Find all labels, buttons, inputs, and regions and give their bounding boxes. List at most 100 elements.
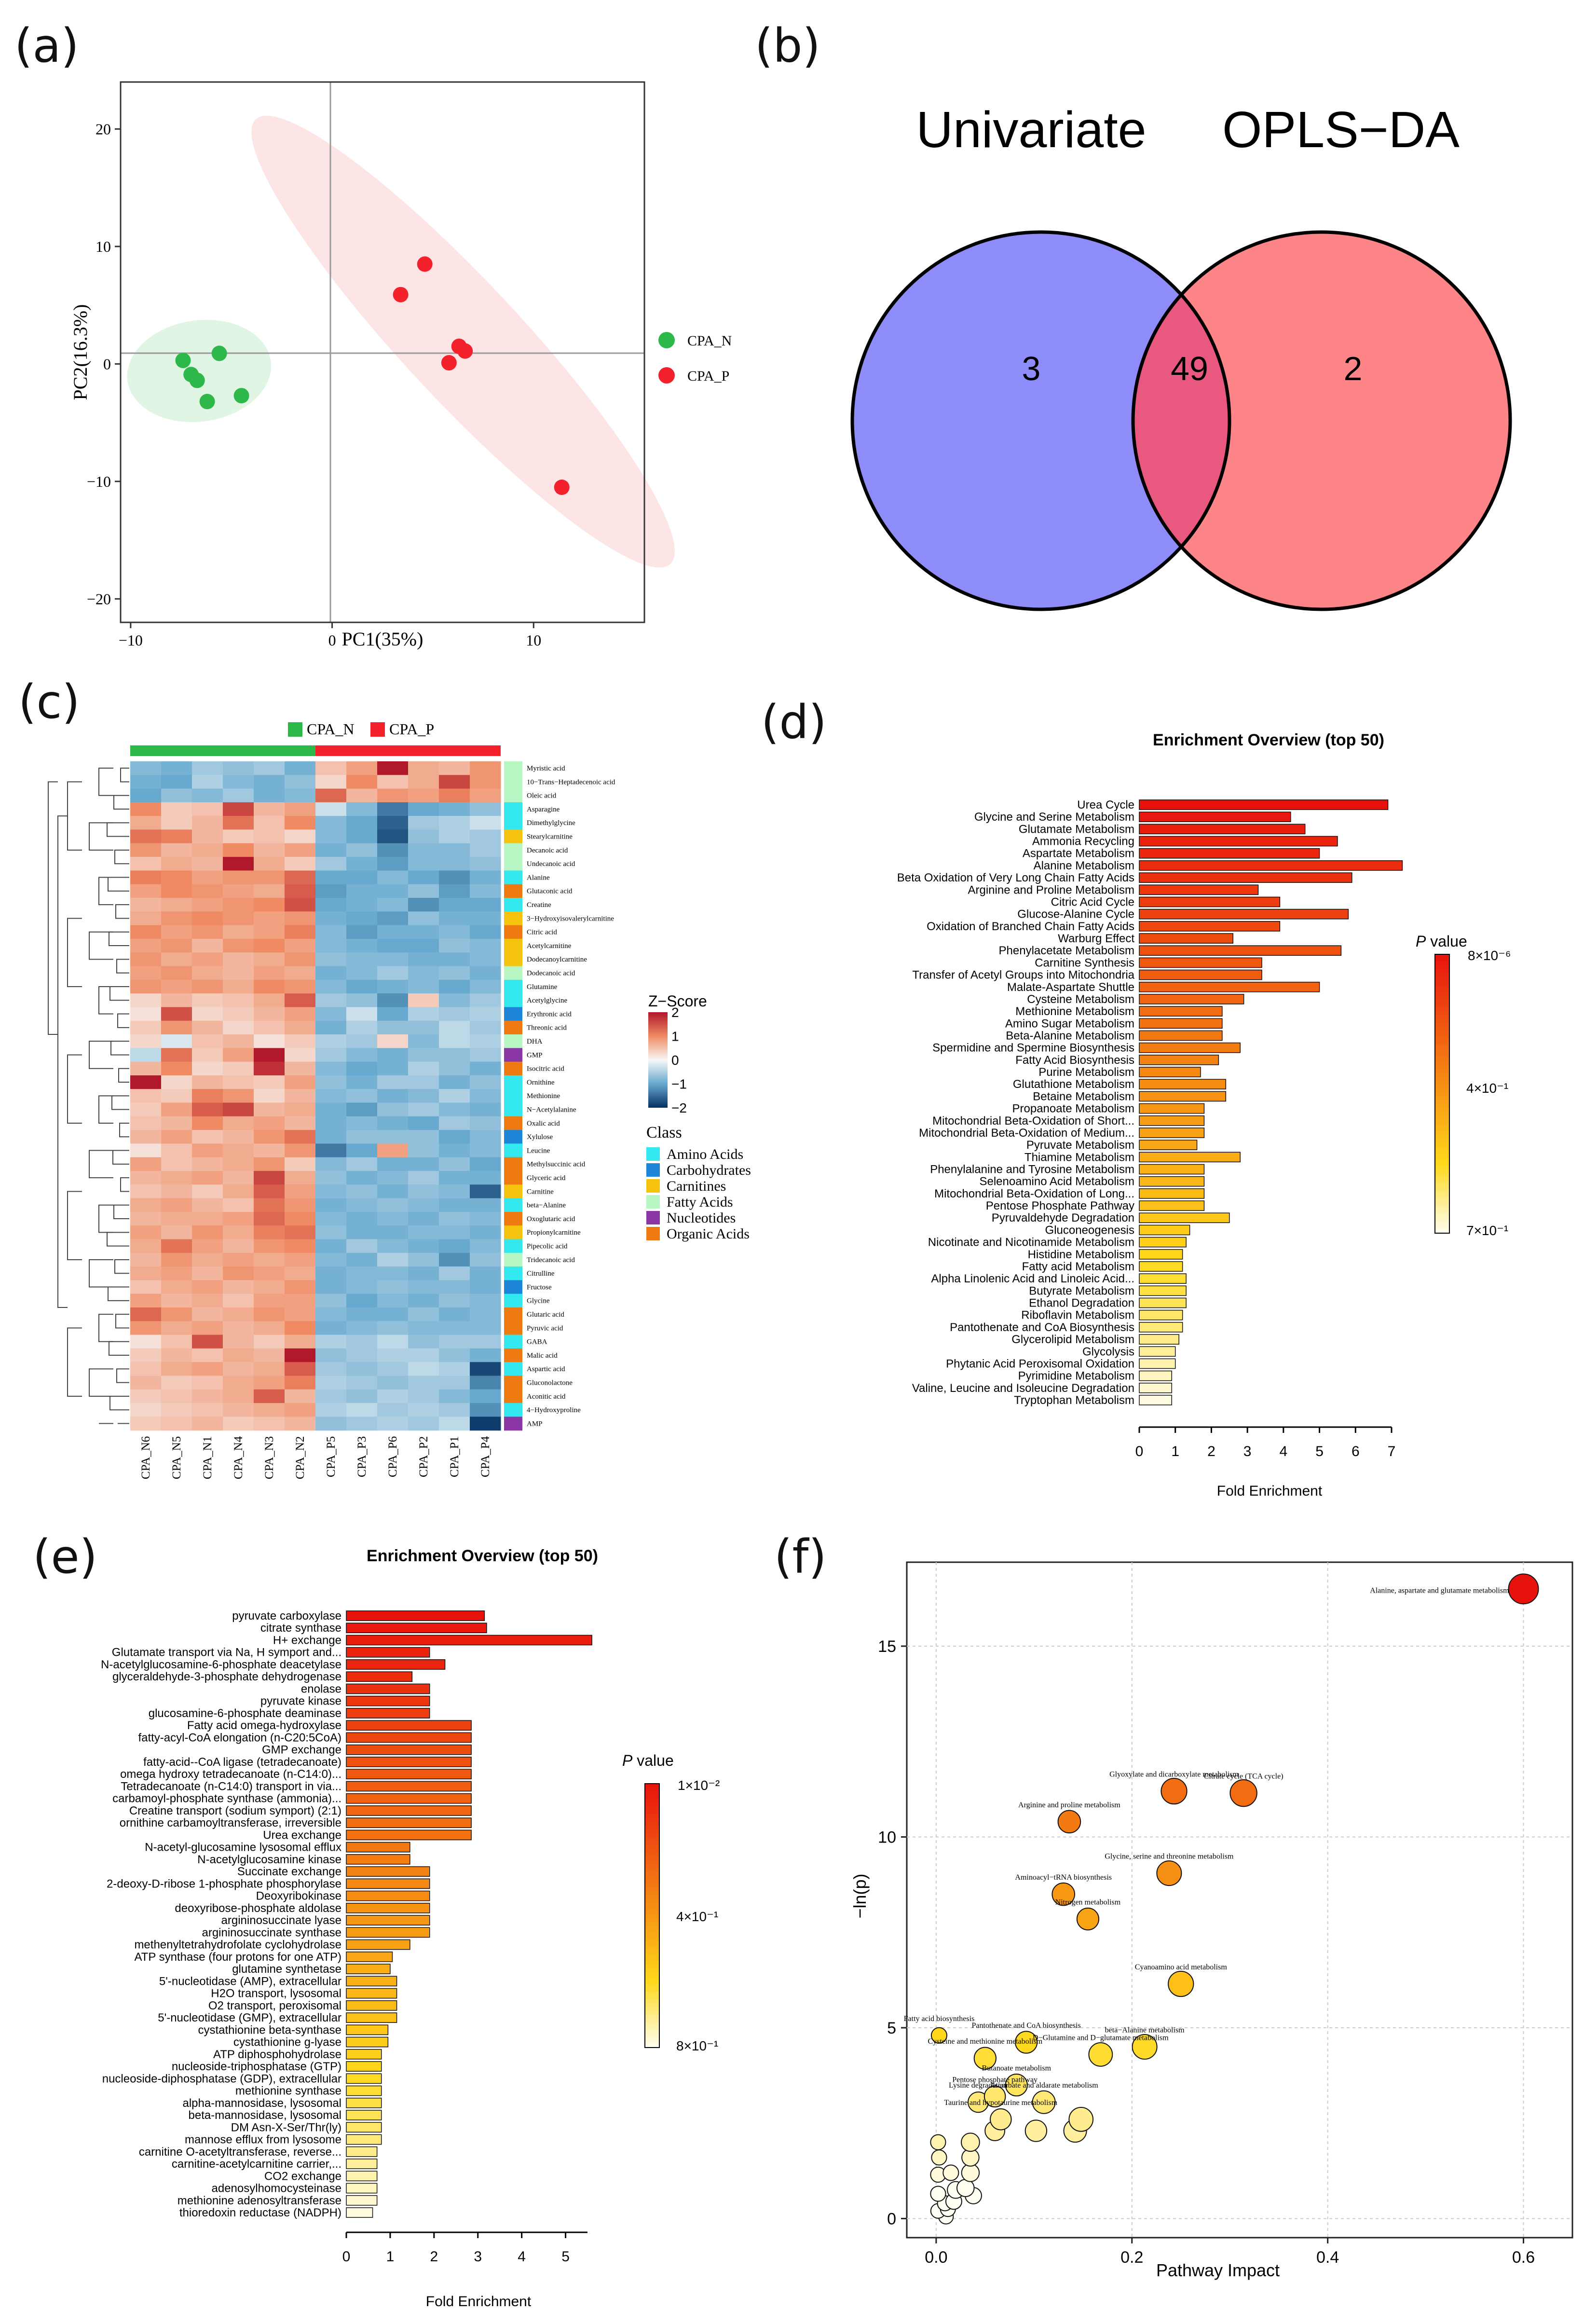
dendrogram-branch xyxy=(67,1327,82,1397)
heatmap-cell xyxy=(254,1198,285,1212)
heatmap-cell xyxy=(223,1403,254,1417)
heatmap-cell xyxy=(285,966,316,980)
pathway-point xyxy=(930,2134,946,2150)
heatmap-cell xyxy=(377,952,409,966)
enrichment-category-label: Transfer of Acetyl Groups into Mitochond… xyxy=(912,969,1134,982)
heatmap-cell xyxy=(285,898,316,912)
heatmap-cell xyxy=(285,1034,316,1048)
enrichment-category-label: Methionine Metabolism xyxy=(1015,1005,1134,1018)
heatmap-cell xyxy=(223,1211,254,1226)
pathway-label: beta−Alanine metabolism xyxy=(1105,2026,1185,2035)
heatmap-row-label: Methionine xyxy=(527,1092,560,1100)
heatmap-cell xyxy=(377,1048,409,1062)
dendrogram-branch xyxy=(67,918,82,987)
heatmap-row-label: Isocitric acid xyxy=(527,1065,564,1073)
class-bar-cell xyxy=(504,1034,522,1048)
heatmap-cell xyxy=(315,816,347,830)
point-cpa-n xyxy=(233,388,249,404)
heatmap-cell xyxy=(377,775,409,789)
class-bar-cell xyxy=(504,1239,522,1253)
dendrogram-branch xyxy=(89,822,113,851)
heatmap-cell xyxy=(408,952,439,966)
enrichment-bar xyxy=(1139,1200,1205,1211)
heatmap-cell xyxy=(192,829,223,844)
heatmap-cell xyxy=(130,1307,162,1321)
heatmap-cell xyxy=(315,775,347,789)
dendrogram-branch xyxy=(67,781,82,851)
heatmap-cell xyxy=(408,884,439,898)
heatmap-cell xyxy=(223,1252,254,1267)
heatmap-cell xyxy=(408,1389,439,1403)
heatmap-cell xyxy=(377,1266,409,1280)
heatmap-cell xyxy=(346,1225,378,1239)
heatmap-cell xyxy=(346,1362,378,1376)
enrichment-bar xyxy=(346,2024,389,2035)
dendrogram-branch xyxy=(109,1341,129,1356)
pathway-label: Lysine degradation xyxy=(949,2081,1008,2090)
enrichment-category-label: Phenylacetate Metabolism xyxy=(999,944,1134,957)
heatmap-cell xyxy=(439,1020,470,1035)
enrichment-bar xyxy=(346,1659,446,1670)
heatmap-cell xyxy=(285,1157,316,1171)
pathway-point-aminoacyl-trna-biosynthesis xyxy=(1051,1882,1076,1906)
heatmap-cell xyxy=(439,1184,470,1199)
dendrogram-branch xyxy=(89,1368,113,1397)
heatmap-cell xyxy=(192,870,223,885)
venn-outline-right xyxy=(1131,230,1512,611)
enrichment-category-label: Phytanic Acid Peroxisomal Oxidation xyxy=(946,1357,1134,1370)
heatmap-cell xyxy=(254,1143,285,1158)
pathway-label: Butanoate metabolism xyxy=(982,2064,1051,2073)
class-bar-cell xyxy=(504,1198,522,1212)
enrichment-category-label: methionine adenosyltransferase xyxy=(178,2194,341,2207)
pathway-point xyxy=(930,2186,946,2202)
heatmap-cell xyxy=(223,1375,254,1390)
heatmap-cell xyxy=(130,938,162,953)
enrichment-bar xyxy=(1139,1322,1183,1333)
point-cpa-p xyxy=(417,256,433,272)
enrichment-bar xyxy=(1139,1103,1205,1114)
heatmap-cell xyxy=(408,1034,439,1048)
heatmap-cell xyxy=(254,1348,285,1362)
enrichment-chart-d: Enrichment Overview (top 50) Urea CycleG… xyxy=(897,731,1511,1499)
heatmap-cell xyxy=(254,1211,285,1226)
heatmap-cell xyxy=(161,1211,192,1226)
heatmap-cell xyxy=(408,1266,439,1280)
heatmap-cell xyxy=(161,1389,192,1403)
pathway-plot-frame xyxy=(906,1561,1573,2239)
pathway-label: Glyoxylate and dicarboxylate metabolism xyxy=(1109,1771,1239,1779)
heatmap-cell xyxy=(346,1321,378,1335)
enrichment-bar xyxy=(1139,1030,1223,1041)
class-bar-cell xyxy=(504,884,522,898)
heatmap-cell xyxy=(439,1307,470,1321)
panel-label-e: (e) xyxy=(33,1530,97,1584)
heatmap-cell xyxy=(315,1280,347,1294)
heatmap-cell xyxy=(470,1416,501,1431)
point-cpa-p xyxy=(393,287,409,303)
enrichment-category-label: beta-mannosidase, lysosomal xyxy=(189,2109,342,2122)
enrichment-d-colorbar-top: 8×10⁻⁶ xyxy=(1468,948,1511,963)
heatmap-cell xyxy=(254,775,285,789)
dendrogram-branch xyxy=(113,795,129,810)
enrichment-bar xyxy=(346,2073,382,2084)
heatmap-cell xyxy=(439,1130,470,1144)
heatmap-cell xyxy=(377,1130,409,1144)
heatmap-row-label: Pyruvic acid xyxy=(527,1324,563,1332)
enrichment-bar xyxy=(346,1927,430,1938)
enrichment-e-title: Enrichment Overview (top 50) xyxy=(367,1547,598,1565)
heatmap-cell xyxy=(285,1348,316,1362)
enrichment-x-tick-label: 1 xyxy=(1171,1444,1179,1459)
heatmap-cell xyxy=(470,1252,501,1267)
heatmap-cell xyxy=(192,952,223,966)
enrichment-bar xyxy=(346,2061,382,2072)
heatmap-cell xyxy=(223,843,254,857)
heatmap-cell xyxy=(408,898,439,912)
enrichment-category-label: Citric Acid Cycle xyxy=(1051,895,1134,908)
enrichment-category-label: Nicotinate and Nicotinamide Metabolism xyxy=(928,1236,1134,1249)
heatmap-cell xyxy=(192,911,223,926)
heatmap-cell xyxy=(408,788,439,803)
heatmap-cell xyxy=(161,1089,192,1103)
venn-label-univariate: Univariate xyxy=(916,101,1146,158)
heatmap-cell xyxy=(408,816,439,830)
heatmap-cell xyxy=(377,870,409,885)
heatmap-row-label: DHA xyxy=(527,1038,543,1045)
